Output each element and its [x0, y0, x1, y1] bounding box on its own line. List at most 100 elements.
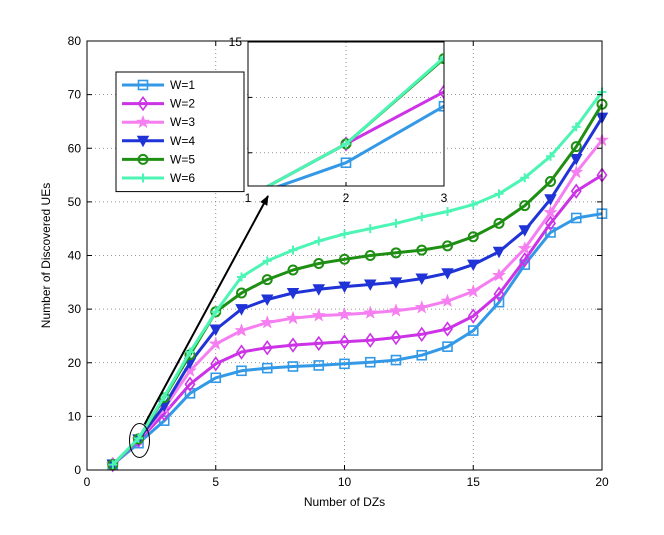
main-series-group [105, 87, 610, 473]
series-w-6 [108, 87, 607, 470]
data-point-diamond [210, 356, 222, 372]
data-point-star [517, 241, 532, 255]
data-point-circle [390, 247, 402, 259]
x-tick-label: 5 [212, 475, 219, 489]
legend-item: W=4 [122, 134, 195, 148]
data-point-triangle [389, 277, 403, 289]
inset-y-tick-label: 15 [229, 35, 243, 49]
data-point-plus [134, 433, 143, 443]
data-point-square [158, 415, 170, 426]
data-point-triangle [209, 324, 222, 336]
data-point-circle [545, 175, 556, 187]
data-point-plus [341, 139, 351, 149]
data-point-circle [236, 287, 247, 299]
data-point-square [210, 372, 222, 384]
series-line [111, 173, 603, 466]
main-ticks: 0 5 10 15 20 0 10 20 30 40 50 60 70 80 [68, 34, 609, 489]
x-tick-label: 0 [84, 475, 91, 489]
data-point-circle [416, 244, 428, 256]
data-point-diamond [416, 326, 428, 343]
data-point-diamond [570, 183, 582, 199]
data-point-triangle [467, 259, 480, 272]
legend-label: W=6 [170, 171, 195, 185]
data-point-star [569, 164, 584, 179]
data-point-plus [520, 173, 530, 183]
data-point-triangle [415, 273, 428, 286]
data-point-diamond [438, 84, 444, 100]
data-point-square [236, 365, 247, 377]
data-point-star [543, 205, 558, 219]
y-tick-label: 70 [68, 88, 82, 102]
legend-item: W=5 [122, 152, 195, 166]
data-point-circle [442, 240, 453, 252]
series-line [111, 212, 603, 466]
data-point-plus [417, 212, 427, 222]
y-tick-label: 0 [74, 463, 81, 477]
data-point-plus [391, 218, 401, 228]
data-point-plus [159, 392, 169, 402]
data-point-plus [468, 200, 478, 210]
data-point-diamond [364, 332, 376, 348]
data-point-circle [467, 231, 479, 243]
legend-item: W=6 [122, 171, 195, 185]
data-point-triangle [261, 294, 274, 306]
data-point-circle [137, 153, 149, 165]
data-point-square [137, 79, 149, 91]
y-tick-label: 60 [68, 141, 82, 155]
data-point-plus [365, 224, 375, 234]
data-point-diamond [236, 344, 247, 360]
data-point-plus [185, 347, 195, 357]
data-point-square [442, 341, 453, 352]
data-point-plus [262, 256, 272, 266]
data-point-circle [287, 264, 299, 276]
data-point-diamond [519, 252, 531, 268]
data-point-square [364, 356, 376, 368]
x-tick-label: 10 [338, 475, 352, 489]
data-point-diamond [184, 376, 196, 392]
data-point-plus [237, 272, 246, 282]
data-point-diamond [287, 337, 299, 353]
inset-series-w-6 [265, 53, 444, 186]
data-point-circle [493, 217, 505, 229]
y-tick-label: 10 [68, 409, 82, 423]
legend-label: W=2 [170, 97, 195, 111]
data-point-square [438, 100, 444, 112]
data-point-triangle [286, 288, 300, 300]
legend-label: W=1 [170, 78, 195, 92]
data-point-plus [138, 173, 148, 183]
data-point-star [135, 114, 151, 129]
data-point-triangle [518, 225, 531, 237]
data-point-circle [313, 258, 325, 270]
data-point-diamond [442, 321, 453, 337]
data-point-diamond [313, 335, 325, 352]
data-point-plus [314, 236, 324, 246]
data-point-circle [339, 253, 350, 265]
data-point-circle [364, 250, 376, 261]
data-point-star [440, 293, 455, 308]
data-point-diamond [390, 329, 402, 346]
data-point-star [208, 336, 223, 351]
data-point-triangle [570, 153, 583, 166]
data-point-circle [438, 53, 444, 65]
data-point-star [311, 308, 326, 322]
legend-box [115, 71, 245, 193]
zoom-region-ellipse [129, 423, 150, 459]
data-point-diamond [545, 215, 556, 232]
data-point-star [414, 300, 429, 314]
data-point-plus [546, 151, 555, 161]
inset-x-tick-label: 3 [441, 191, 448, 205]
data-point-star [285, 310, 301, 325]
data-point-star [234, 323, 249, 337]
legend-item: W=2 [122, 95, 195, 112]
data-point-diamond [137, 95, 149, 112]
data-point-triangle [235, 304, 248, 316]
data-point-square [390, 354, 402, 366]
data-point-circle [570, 141, 582, 153]
series-w-1 [107, 208, 608, 470]
x-tick-label: 20 [595, 475, 609, 489]
data-point-plus [571, 122, 581, 132]
data-point-diamond [467, 308, 479, 324]
data-point-square [493, 296, 505, 308]
data-point-plus [211, 307, 221, 317]
